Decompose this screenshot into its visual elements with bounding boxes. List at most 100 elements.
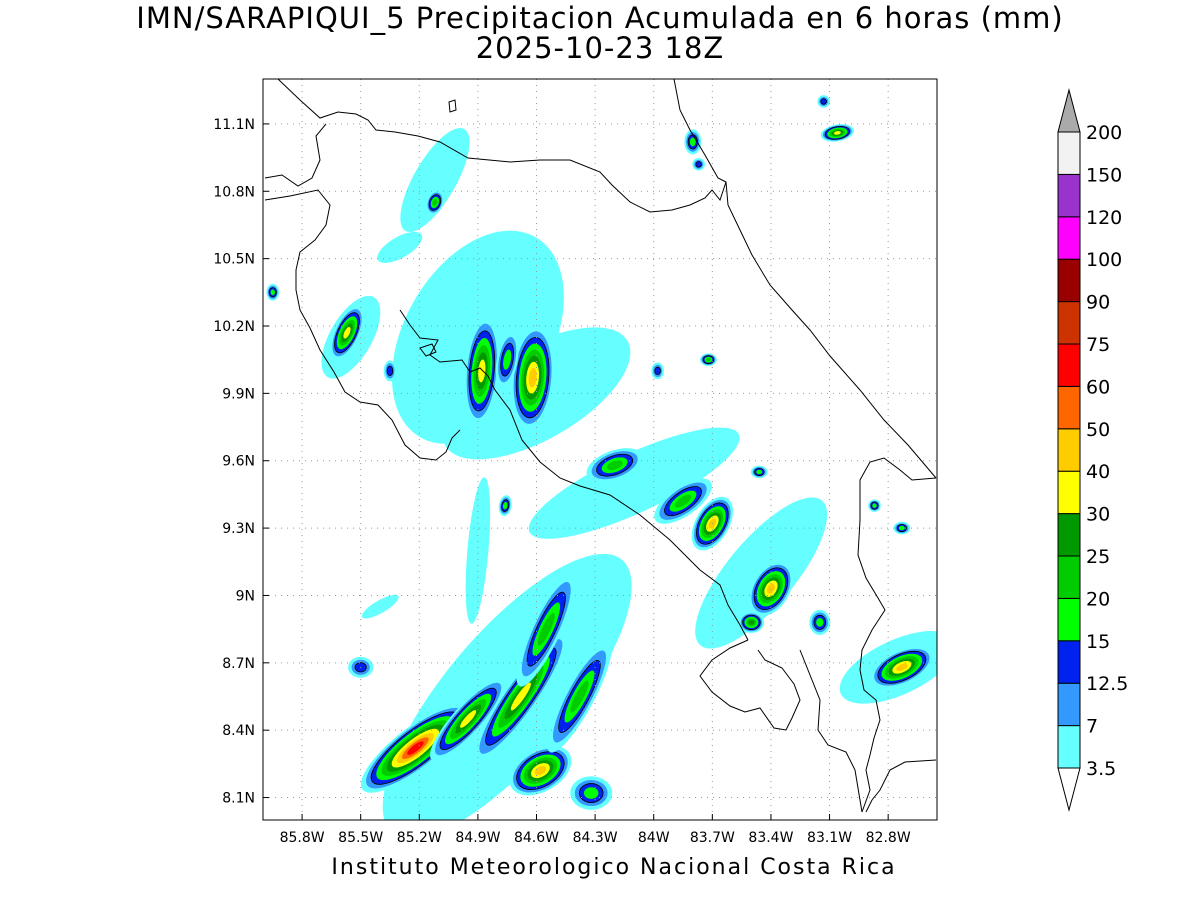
precip-cell bbox=[809, 609, 831, 636]
precip-cell bbox=[870, 646, 934, 689]
precip-band bbox=[400, 128, 470, 233]
colorbar-segment bbox=[1057, 301, 1081, 345]
x-tick-label: 84.9W bbox=[455, 830, 500, 846]
precip-contour bbox=[816, 618, 824, 627]
precip-contour bbox=[654, 366, 661, 376]
precip-contour bbox=[534, 766, 547, 776]
border-nicaragua bbox=[264, 123, 327, 187]
colorbar-label: 3.5 bbox=[1086, 758, 1116, 780]
y-tick-label: 10.8N bbox=[213, 184, 255, 200]
precip-cell bbox=[516, 571, 577, 687]
map-title: IMN/SARAPIQUI_5 Precipitacion Acumulada … bbox=[136, 1, 1064, 35]
precip-contour bbox=[570, 680, 589, 713]
precip-contour bbox=[872, 503, 877, 508]
coastline-pacific-north bbox=[264, 189, 461, 461]
y-tick-label: 8.4N bbox=[222, 723, 255, 739]
colorbar-label: 30 bbox=[1086, 504, 1110, 526]
precip-contour bbox=[528, 427, 740, 539]
y-tick-label: 9.9N bbox=[222, 386, 255, 402]
precip-cell bbox=[509, 745, 572, 796]
coastline-golfo-dulce bbox=[799, 649, 863, 813]
y-tick-label: 8.7N bbox=[222, 656, 255, 672]
precip-cell bbox=[547, 640, 612, 753]
precip-cell bbox=[425, 190, 444, 215]
precip-cell bbox=[893, 521, 911, 535]
precip-cell bbox=[738, 611, 765, 633]
colorbar-label: 90 bbox=[1086, 292, 1110, 314]
colorbar-segment bbox=[1057, 343, 1081, 387]
colorbar-segment bbox=[1057, 470, 1081, 515]
x-tick-label: 83.1W bbox=[807, 830, 852, 846]
precip-cell bbox=[654, 478, 712, 524]
precip-contour bbox=[756, 469, 763, 475]
precip-contour bbox=[377, 231, 423, 263]
colorbar-segment bbox=[1057, 258, 1081, 303]
precip-cell bbox=[473, 630, 569, 763]
precip-contour bbox=[503, 349, 512, 370]
coastlines-and-borders bbox=[264, 79, 937, 813]
colorbar-label: 100 bbox=[1086, 249, 1122, 271]
precip-contour bbox=[583, 787, 599, 799]
colorbar-label: 200 bbox=[1086, 122, 1122, 144]
precip-cell bbox=[750, 465, 768, 479]
precip-contour bbox=[748, 619, 755, 625]
precip-contour bbox=[502, 501, 508, 510]
precip-cell bbox=[330, 305, 364, 360]
colorbar-label: 50 bbox=[1086, 419, 1110, 441]
colorbar-label: 150 bbox=[1086, 164, 1122, 186]
precip-cell bbox=[495, 330, 519, 389]
credit-text: Instituto Meteorologico Nacional Costa R… bbox=[331, 855, 897, 880]
x-tick-label: 85.2W bbox=[397, 830, 442, 846]
precip-contour bbox=[478, 359, 486, 383]
y-tick-label: 10.5N bbox=[213, 252, 255, 268]
colorbar-segment bbox=[1057, 173, 1081, 218]
colorbar: 3.5 7 12.5 15 20 25 30 40 50 60 75 90 100 120 150 200 bbox=[1057, 88, 1128, 812]
latitude-axis: 11.1N 10.8N 10.5N 10.2N 9.9N 9.6N 9.3N 9N 8.7N 8.… bbox=[213, 117, 269, 807]
colorbar-label: 75 bbox=[1086, 334, 1110, 356]
colorbar-segment bbox=[1057, 216, 1081, 260]
colorbar-label: 15 bbox=[1086, 631, 1110, 653]
x-tick-label: 82.8W bbox=[866, 830, 911, 846]
precip-contour bbox=[896, 663, 908, 672]
precip-contour bbox=[343, 327, 351, 339]
colorbar-label: 60 bbox=[1086, 376, 1110, 398]
colorbar-segment bbox=[1057, 131, 1081, 175]
precip-contour bbox=[528, 367, 537, 388]
precip-band bbox=[361, 594, 399, 619]
precip-cell bbox=[820, 124, 854, 142]
colorbar-lower-arrow bbox=[1057, 767, 1081, 812]
precip-cell bbox=[266, 283, 280, 301]
precip-contour bbox=[460, 710, 477, 728]
island-nicoya bbox=[419, 343, 437, 357]
precip-contour bbox=[695, 161, 702, 168]
precip-contour bbox=[833, 131, 841, 135]
colorbar-segment bbox=[1057, 385, 1081, 430]
colorbar-segment bbox=[1057, 428, 1081, 472]
colorbar-label: 20 bbox=[1086, 588, 1110, 610]
precip-cell bbox=[817, 95, 830, 108]
precip-contour bbox=[361, 594, 399, 619]
x-tick-label: 83.4W bbox=[748, 830, 793, 846]
precip-cell bbox=[684, 129, 702, 155]
colorbar-segment bbox=[1057, 597, 1081, 642]
precip-contour bbox=[270, 289, 275, 296]
y-tick-label: 11.1N bbox=[213, 117, 255, 133]
colorbar-segment bbox=[1057, 725, 1081, 769]
colorbar-segment bbox=[1057, 640, 1081, 684]
colorbar-label: 12.5 bbox=[1086, 673, 1128, 695]
precip-contour bbox=[537, 612, 555, 646]
y-tick-label: 10.2N bbox=[213, 319, 255, 335]
precip-contour bbox=[674, 494, 692, 508]
map-subtitle: 2025-10-23 18Z bbox=[475, 31, 725, 65]
precip-contour bbox=[689, 137, 696, 147]
border-panama-south bbox=[865, 759, 937, 813]
colorbar-label: 40 bbox=[1086, 461, 1110, 483]
island-north bbox=[448, 99, 457, 113]
coastline-caribbean bbox=[673, 79, 937, 479]
x-tick-label: 84W bbox=[638, 830, 670, 846]
precipitation-field bbox=[266, 95, 937, 820]
y-tick-label: 9N bbox=[236, 588, 255, 604]
precip-contour bbox=[510, 682, 531, 711]
precip-cell bbox=[498, 495, 512, 517]
